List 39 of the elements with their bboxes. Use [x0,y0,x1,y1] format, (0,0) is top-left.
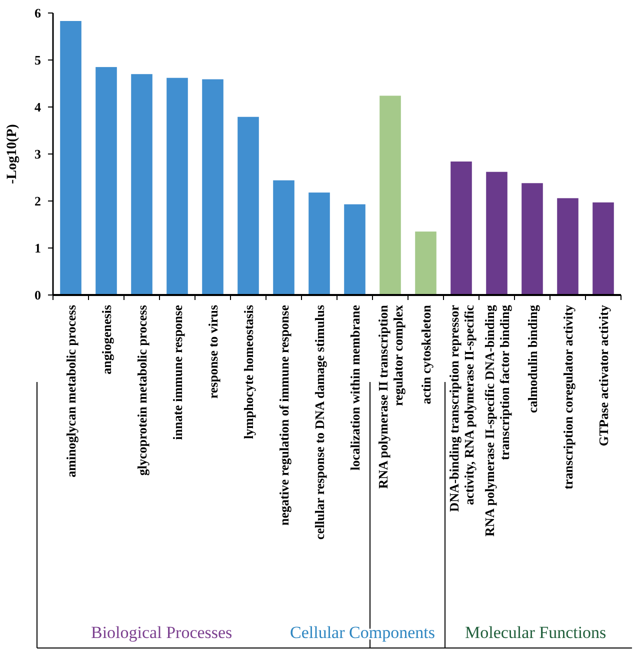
bar [202,79,224,295]
x-tick-label: transcription coregulator activity [560,304,576,490]
bar [308,192,330,295]
x-tick-label: angiogenesis [98,305,114,374]
bar [96,67,117,295]
y-axis-title: -Log10(P) [5,124,20,184]
y-tick-label: 2 [34,194,41,209]
bar [522,183,543,295]
bar [344,204,366,295]
bar [60,20,82,295]
x-tick-label: negative regulation of immune response [276,304,292,526]
x-tick-label: innate immune response [170,304,185,440]
bar [592,202,614,295]
x-tick-label: lymphocyte homeostasis [240,305,256,439]
y-tick-label: 3 [34,146,42,162]
x-tick-label: response to virus [205,305,220,399]
x-tick-label: calmodulin binding [524,304,540,414]
text: Molecular Functions [465,623,606,642]
bar [166,78,188,295]
x-tick-label: aminoglycan metabolic process [63,305,78,478]
text: Biological Processes [91,623,232,642]
y-tick-label: 4 [34,100,42,115]
bar [486,172,508,295]
bar [238,116,259,295]
x-tick-label: cellular response to DNA damage stimulus [312,305,327,540]
bar [415,232,436,295]
x-tick-label: glycoprotein metabolic process [134,305,150,476]
bar [131,74,152,295]
y-tick-label: 5 [34,52,42,68]
bar [557,198,578,295]
x-tick-label: actin cytoskeleton [418,304,434,404]
y-tick-label: 6 [34,6,42,21]
x-tick-label: GTPase activator activity [596,304,611,446]
y-tick-label: 0 [34,288,41,303]
bar [380,96,401,295]
y-tick-label: 1 [34,240,41,256]
bar [450,162,472,295]
bar [273,180,294,295]
x-tick-label: localization within membrane [347,304,362,470]
